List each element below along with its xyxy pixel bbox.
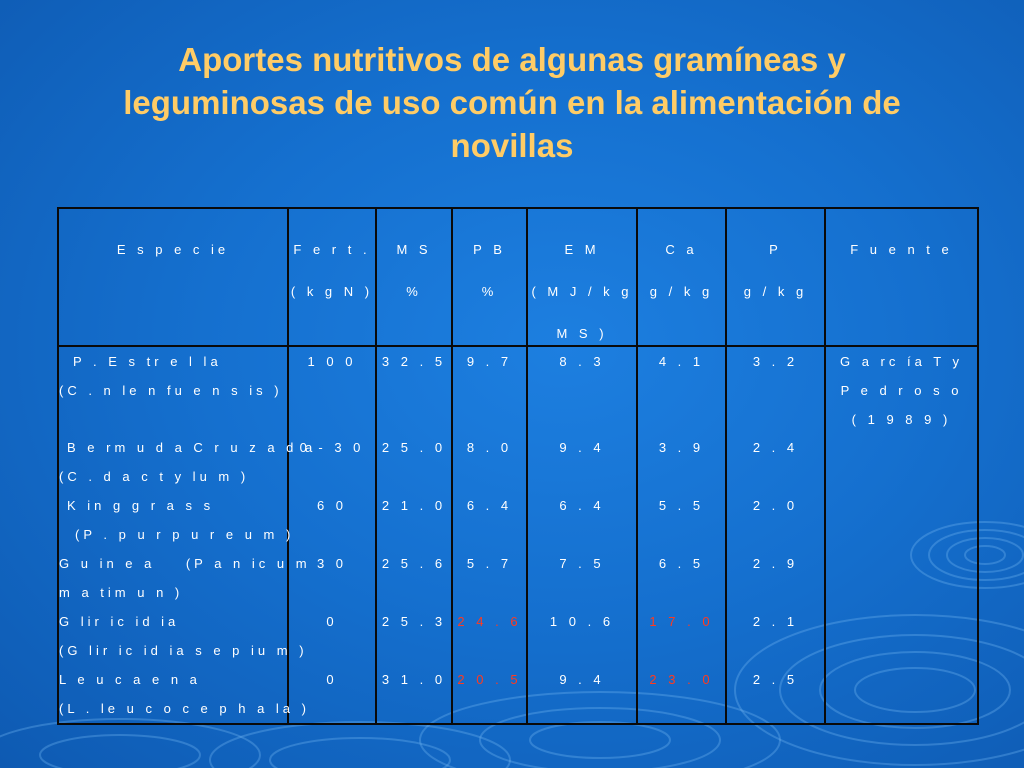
species-name: P . E s tr e l la (73, 354, 222, 369)
species-scientific: (L . le u c o c e p h a la ) (59, 701, 310, 716)
fert-value: 0 - 3 0 (299, 440, 365, 455)
ca-value-highlighted: 2 3 . 0 (649, 672, 714, 687)
source-line: P e d r o s o (840, 383, 963, 398)
header-em: E M ( M J / k g M S ) (526, 207, 638, 347)
species-scientific: (G lir ic id ia s e p iu m ) (59, 643, 308, 658)
slide-title-line-1: Aportes nutritivos de algunas gramíneas … (178, 41, 846, 78)
em-value: 9 . 4 (559, 440, 605, 455)
table-header-row: E s p e c ie F e r t . ( k g N ) M S % P… (57, 207, 979, 347)
fert-value: 6 0 (316, 498, 348, 513)
pb-column: 9 . 7 8 . 0 6 . 4 5 . 7 2 4 . 6 2 0 . 5 (451, 345, 528, 725)
p-value: 2 . 0 (752, 498, 799, 513)
em-value: 8 . 3 (559, 354, 605, 369)
ca-value-highlighted: 1 7 . 0 (649, 614, 714, 629)
source-line: ( 1 9 8 9 ) (851, 412, 952, 427)
em-value: 9 . 4 (559, 672, 605, 687)
header-pb: P B % (451, 207, 528, 347)
pb-value-highlighted: 2 0 . 5 (457, 672, 522, 687)
em-value: 1 0 . 6 (549, 614, 615, 629)
p-column: 3 . 2 2 . 4 2 . 0 2 . 9 2 . 1 2 . 5 (725, 345, 826, 725)
species-name: L e u c a e n a (59, 672, 201, 687)
fert-column: 1 0 0 0 - 3 0 6 0 3 0 0 0 (287, 345, 377, 725)
header-especie: E s p e c ie (57, 207, 289, 347)
table-body-row: P . E s tr e l la (C . n le n fu e n s i… (57, 345, 979, 725)
p-value: 2 . 1 (752, 614, 799, 629)
species-name: B e rm u d a C r u z a d a (67, 440, 317, 455)
p-value: 2 . 4 (752, 440, 799, 455)
header-ms: M S % (375, 207, 453, 347)
ca-value: 5 . 5 (658, 498, 705, 513)
species-scientific: (C . n le n fu e n s is ) (59, 383, 283, 398)
header-p: P g / k g (725, 207, 826, 347)
header-fert: F e r t . ( k g N ) (287, 207, 377, 347)
fert-value: 1 0 0 (307, 354, 357, 369)
fert-value: 0 (326, 672, 338, 687)
p-value: 3 . 2 (752, 354, 799, 369)
p-value: 2 . 9 (752, 556, 799, 571)
ca-value: 6 . 5 (658, 556, 705, 571)
ms-value: 2 5 . 0 (381, 440, 447, 455)
species-scientific: m a tim u n ) (59, 585, 184, 600)
ms-value: 2 5 . 6 (381, 556, 447, 571)
pb-value: 8 . 0 (466, 440, 513, 455)
species-scientific: (C . d a c t y lu m ) (59, 469, 250, 484)
em-value: 6 . 4 (559, 498, 605, 513)
pb-value: 5 . 7 (466, 556, 513, 571)
source-line: G a rc ía T y (839, 354, 964, 369)
fert-value: 0 (326, 614, 338, 629)
p-value: 2 . 5 (752, 672, 799, 687)
ms-value: 2 5 . 3 (381, 614, 447, 629)
species-name: G lir ic id ia (59, 614, 180, 629)
species-scientific: (P . p u r p u r e u m ) (75, 527, 295, 542)
em-column: 8 . 3 9 . 4 6 . 4 7 . 5 1 0 . 6 9 . 4 (526, 345, 638, 725)
ms-value: 2 1 . 0 (381, 498, 447, 513)
pb-value: 6 . 4 (466, 498, 513, 513)
slide-title: Aportes nutritivos de algunas gramíneas … (20, 38, 1004, 167)
ms-value: 3 1 . 0 (381, 672, 447, 687)
ca-value: 3 . 9 (658, 440, 705, 455)
species-column: P . E s tr e l la (C . n le n fu e n s i… (57, 345, 317, 725)
nutrition-table: E s p e c ie F e r t . ( k g N ) M S % P… (57, 207, 979, 725)
header-fuente: F u e n t e (824, 207, 979, 347)
pb-value-highlighted: 2 4 . 6 (457, 614, 522, 629)
species-name: G u in e a (P a n ic u m (59, 556, 311, 571)
slide-title-line-2: leguminosas de uso común en la alimentac… (123, 84, 901, 121)
slide-title-line-3: novillas (450, 127, 574, 164)
species-name: K in g g r a s s (67, 498, 215, 513)
em-value: 7 . 5 (559, 556, 605, 571)
source-column: G a rc ía T y P e d r o s o ( 1 9 8 9 ) (824, 345, 979, 725)
ms-value: 3 2 . 5 (381, 354, 447, 369)
pb-value: 9 . 7 (466, 354, 513, 369)
fert-value: 3 0 (316, 556, 348, 571)
header-ca: C a g / k g (636, 207, 727, 347)
ms-column: 3 2 . 5 2 5 . 0 2 1 . 0 2 5 . 6 2 5 . 3 … (375, 345, 453, 725)
ca-column: 4 . 1 3 . 9 5 . 5 6 . 5 1 7 . 0 2 3 . 0 (636, 345, 727, 725)
ca-value: 4 . 1 (658, 354, 705, 369)
